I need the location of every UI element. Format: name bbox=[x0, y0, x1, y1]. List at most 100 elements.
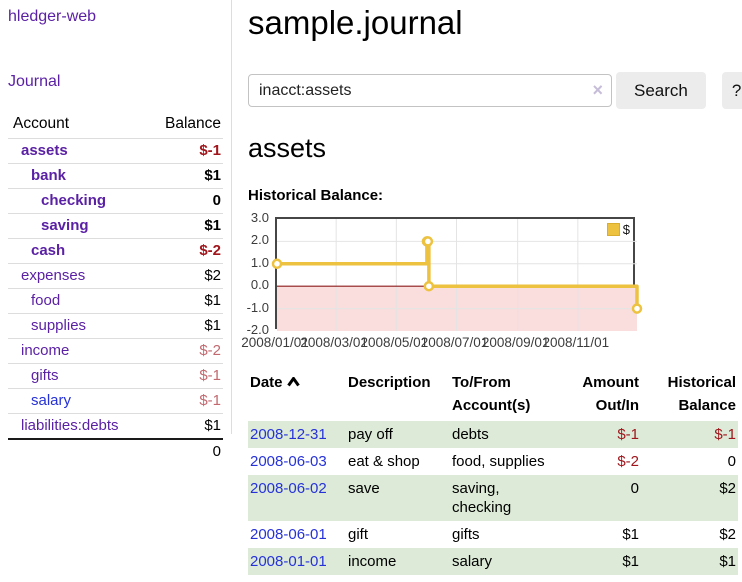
transaction-amount: $1 bbox=[622, 526, 639, 543]
accounts-balance-table: Account Balance assets $-1 bank $1 check… bbox=[8, 112, 223, 464]
account-balance: $1 bbox=[145, 213, 223, 239]
account-row: food $1 bbox=[8, 288, 223, 314]
transaction-accounts: debts bbox=[452, 426, 489, 443]
accounts-column-header: To/From Account(s) bbox=[452, 374, 531, 414]
search-button[interactable]: Search bbox=[616, 72, 706, 109]
account-row: bank $1 bbox=[8, 163, 223, 189]
help-button[interactable]: ? bbox=[721, 72, 742, 109]
historical-balance-chart: $ 3.0 2.0 1.0 0.0 -1.0 -2.0 2008/01/01 2008/03/… bbox=[241, 210, 643, 350]
account-balance: $2 bbox=[145, 263, 223, 289]
transaction-amount: $-1 bbox=[617, 426, 639, 443]
description-column-header: Description bbox=[348, 374, 431, 391]
account-link-supplies[interactable]: supplies bbox=[31, 317, 87, 334]
amount-column-header: Amount Out/In bbox=[582, 374, 639, 414]
transaction-balance: $2 bbox=[719, 526, 736, 543]
account-link-salary[interactable]: salary bbox=[31, 392, 72, 409]
account-row: cash $-2 bbox=[8, 238, 223, 264]
account-row: assets $-1 bbox=[8, 138, 223, 164]
chart-title-label: Historical Balance: bbox=[248, 187, 384, 204]
legend-swatch bbox=[606, 223, 620, 236]
account-heading: assets bbox=[248, 133, 327, 163]
account-link-saving[interactable]: saving bbox=[41, 217, 89, 234]
x-axis-tick-label: 2008/03/01 bbox=[300, 335, 368, 350]
transaction-description: save bbox=[348, 480, 380, 497]
account-link-cash[interactable]: cash bbox=[31, 242, 66, 259]
account-row: gifts $-1 bbox=[8, 363, 223, 389]
date-column-header[interactable]: Date bbox=[248, 369, 346, 421]
transaction-description: pay off bbox=[348, 426, 393, 443]
sidebar-item-journal[interactable]: Journal bbox=[8, 73, 61, 90]
transaction-description: gift bbox=[348, 526, 369, 543]
account-row: expenses $2 bbox=[8, 263, 223, 289]
main-content: sample.journal × Search ? assets Histori… bbox=[232, 0, 742, 582]
register-row: 2008-06-03 eat & shop food, supplies $-2… bbox=[248, 448, 738, 475]
y-axis-tick-label: 3.0 bbox=[250, 210, 269, 225]
search-form: × Search ? bbox=[248, 72, 742, 109]
app-title-link[interactable]: hledger-web bbox=[8, 8, 97, 25]
transaction-amount: $-2 bbox=[617, 453, 639, 470]
account-balance: 0 bbox=[145, 188, 223, 214]
account-balance: $-1 bbox=[145, 138, 223, 164]
transaction-balance: 0 bbox=[727, 453, 736, 470]
y-axis-tick-label: -1.0 bbox=[246, 299, 269, 315]
transaction-date-link[interactable]: 2008-01-01 bbox=[250, 553, 327, 570]
account-link-liabilities-debts[interactable]: liabilities:debts bbox=[21, 417, 119, 434]
accounts-total-value: 0 bbox=[145, 438, 223, 464]
account-balance: $1 bbox=[145, 288, 223, 314]
clear-search-icon[interactable]: × bbox=[592, 80, 603, 100]
account-row: supplies $1 bbox=[8, 313, 223, 339]
transaction-date-link[interactable]: 2008-06-02 bbox=[250, 480, 327, 497]
account-row: liabilities:debts $1 bbox=[8, 413, 223, 439]
y-axis-tick-label: 0.0 bbox=[250, 277, 269, 293]
transaction-date-link[interactable]: 2008-06-01 bbox=[250, 526, 327, 543]
account-link-expenses[interactable]: expenses bbox=[21, 267, 86, 284]
transaction-description: income bbox=[348, 553, 397, 570]
account-link-income[interactable]: income bbox=[21, 342, 70, 359]
account-row: salary $-1 bbox=[8, 388, 223, 414]
balance-column-header: Balance bbox=[164, 115, 221, 132]
account-balance: $1 bbox=[145, 163, 223, 189]
account-balance: $-2 bbox=[145, 338, 223, 364]
register-row: 2008-01-01 income salary $1 $1 bbox=[248, 548, 738, 575]
account-balance: $1 bbox=[145, 413, 223, 439]
register-row: 2008-06-02 save saving, checking 0 $2 bbox=[248, 475, 738, 521]
transaction-accounts: food, supplies bbox=[452, 453, 545, 470]
transaction-date-link[interactable]: 2008-12-31 bbox=[250, 426, 327, 443]
account-row: saving $1 bbox=[8, 213, 223, 239]
register-row: 2008-12-31 pay off debts $-1 $-1 bbox=[248, 421, 738, 448]
register-row: 2008-06-01 gift gifts $1 $2 bbox=[248, 521, 738, 548]
x-axis-tick-label: 2008/07/01 bbox=[420, 335, 489, 350]
transaction-balance: $2 bbox=[719, 480, 736, 497]
account-link-assets[interactable]: assets bbox=[21, 142, 68, 159]
account-balance: $-2 bbox=[145, 238, 223, 264]
chart-legend: $ bbox=[606, 222, 630, 237]
search-input[interactable] bbox=[248, 74, 612, 107]
date-header-label: Date bbox=[250, 374, 283, 391]
sidebar: hledger-web Journal Account Balance asse… bbox=[0, 0, 232, 464]
account-row: checking 0 bbox=[8, 188, 223, 214]
balance-column-header: Historical Balance bbox=[667, 374, 736, 414]
account-link-checking[interactable]: checking bbox=[41, 192, 107, 209]
accounts-column-header: Account bbox=[13, 115, 70, 132]
transaction-description: eat & shop bbox=[348, 453, 420, 470]
x-axis-tick-label: 2008/09/01 bbox=[481, 335, 550, 350]
legend-label: $ bbox=[622, 222, 630, 237]
register-header-row: Date Description To/From Account(s) Amou… bbox=[248, 369, 738, 421]
y-axis-tick-label: 1.0 bbox=[250, 254, 269, 270]
transaction-date-link[interactable]: 2008-06-03 bbox=[250, 453, 327, 470]
account-balance: $1 bbox=[145, 313, 223, 339]
account-balance: $-1 bbox=[145, 388, 223, 414]
sort-ascending-icon bbox=[286, 371, 300, 394]
transaction-accounts: saving, checking bbox=[452, 480, 512, 516]
y-axis-tick-label: 2.0 bbox=[250, 232, 269, 248]
account-link-gifts[interactable]: gifts bbox=[31, 367, 59, 384]
transaction-balance: $-1 bbox=[714, 426, 736, 443]
account-link-bank[interactable]: bank bbox=[31, 167, 67, 184]
account-row: income $-2 bbox=[8, 338, 223, 364]
x-axis-tick-label: 2008/11/01 bbox=[542, 335, 610, 350]
register-table: Date Description To/From Account(s) Amou… bbox=[248, 369, 738, 575]
transaction-accounts: gifts bbox=[452, 526, 480, 543]
chart-plot-area[interactable] bbox=[271, 217, 643, 331]
account-link-food[interactable]: food bbox=[31, 292, 61, 309]
